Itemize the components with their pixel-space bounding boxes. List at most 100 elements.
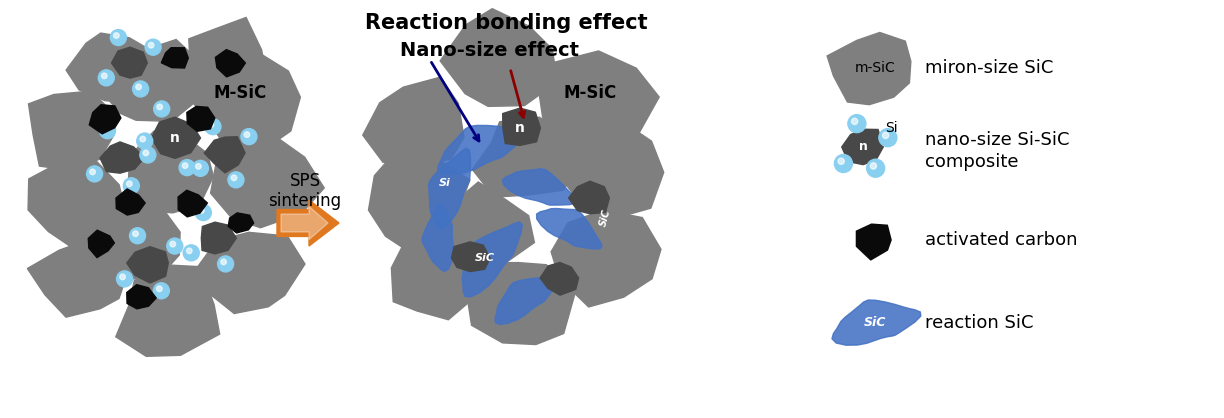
Text: miron-size SiC: miron-size SiC <box>925 59 1054 77</box>
Text: n: n <box>515 121 525 135</box>
Polygon shape <box>127 285 157 309</box>
Polygon shape <box>282 206 328 240</box>
Polygon shape <box>392 231 496 320</box>
Polygon shape <box>89 105 121 134</box>
Circle shape <box>184 245 200 261</box>
Polygon shape <box>842 129 884 165</box>
Polygon shape <box>468 263 575 344</box>
Polygon shape <box>182 50 300 152</box>
Polygon shape <box>127 247 168 283</box>
Circle shape <box>98 70 114 86</box>
Polygon shape <box>494 276 559 324</box>
Text: m-SiC: m-SiC <box>854 61 896 75</box>
Circle shape <box>157 286 162 292</box>
Circle shape <box>120 274 125 280</box>
Circle shape <box>198 208 204 213</box>
Circle shape <box>124 178 140 194</box>
Circle shape <box>157 104 163 110</box>
Polygon shape <box>88 230 114 257</box>
Circle shape <box>835 155 852 173</box>
Circle shape <box>99 123 115 139</box>
Polygon shape <box>472 117 580 197</box>
Circle shape <box>867 159 885 177</box>
Polygon shape <box>179 190 207 217</box>
Text: n: n <box>170 131 180 145</box>
Polygon shape <box>827 33 911 104</box>
Polygon shape <box>201 222 236 254</box>
Circle shape <box>166 238 182 254</box>
Polygon shape <box>129 131 213 213</box>
Text: sintering: sintering <box>268 192 341 210</box>
Polygon shape <box>152 117 201 158</box>
Polygon shape <box>503 108 541 145</box>
Polygon shape <box>211 133 324 228</box>
Circle shape <box>154 101 170 117</box>
Circle shape <box>143 150 148 156</box>
Circle shape <box>148 42 154 48</box>
Text: M-SiC: M-SiC <box>213 84 267 102</box>
Circle shape <box>110 30 126 46</box>
Circle shape <box>231 175 236 181</box>
Polygon shape <box>116 265 219 356</box>
Polygon shape <box>437 182 535 273</box>
Polygon shape <box>93 40 209 121</box>
Text: n: n <box>858 140 868 153</box>
Circle shape <box>228 172 244 188</box>
Polygon shape <box>198 232 305 314</box>
Circle shape <box>130 228 146 244</box>
Text: SPS: SPS <box>289 172 321 190</box>
Circle shape <box>116 271 132 287</box>
Polygon shape <box>66 33 159 103</box>
Polygon shape <box>441 9 558 106</box>
Circle shape <box>244 132 250 138</box>
Polygon shape <box>428 148 470 229</box>
Polygon shape <box>188 18 267 107</box>
Polygon shape <box>100 142 144 173</box>
Polygon shape <box>362 77 464 167</box>
Polygon shape <box>28 91 114 170</box>
Circle shape <box>137 133 153 149</box>
Circle shape <box>182 163 188 168</box>
Circle shape <box>879 129 897 147</box>
Text: reaction SiC: reaction SiC <box>925 314 1033 332</box>
Circle shape <box>196 204 212 221</box>
Circle shape <box>136 84 142 90</box>
Circle shape <box>179 160 195 176</box>
Circle shape <box>89 169 95 175</box>
Circle shape <box>870 163 876 169</box>
Polygon shape <box>27 240 127 317</box>
Circle shape <box>126 181 132 186</box>
Circle shape <box>208 122 214 127</box>
Circle shape <box>883 132 889 138</box>
Circle shape <box>196 163 201 169</box>
Text: SiC: SiC <box>597 208 612 228</box>
Circle shape <box>87 166 103 182</box>
Polygon shape <box>452 242 490 272</box>
Polygon shape <box>187 107 215 131</box>
Polygon shape <box>277 200 339 246</box>
Circle shape <box>234 217 239 223</box>
Polygon shape <box>463 222 523 297</box>
Polygon shape <box>228 213 253 233</box>
Polygon shape <box>569 181 610 214</box>
Circle shape <box>848 115 865 133</box>
Circle shape <box>197 115 202 121</box>
Polygon shape <box>832 300 920 345</box>
Text: M-SiC: M-SiC <box>563 84 617 102</box>
Polygon shape <box>536 209 602 249</box>
Polygon shape <box>368 148 470 255</box>
Circle shape <box>114 33 119 38</box>
Circle shape <box>170 241 175 247</box>
Circle shape <box>140 136 146 142</box>
Circle shape <box>102 73 106 79</box>
Text: Nano-size effect: Nano-size effect <box>400 41 579 59</box>
Circle shape <box>186 248 192 254</box>
Polygon shape <box>204 137 245 173</box>
Circle shape <box>241 129 257 145</box>
Polygon shape <box>111 47 147 78</box>
Circle shape <box>220 259 226 265</box>
Polygon shape <box>162 48 188 68</box>
Circle shape <box>218 256 234 272</box>
Polygon shape <box>215 50 245 77</box>
Circle shape <box>193 112 209 128</box>
